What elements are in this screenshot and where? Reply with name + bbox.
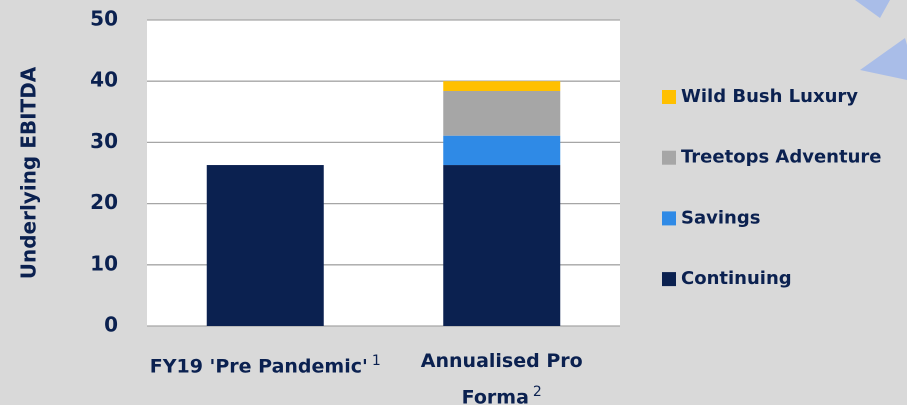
bar-segment [206, 165, 324, 326]
bar-segment [443, 165, 561, 326]
y-tick-label: 40 [90, 68, 118, 92]
category-label: FY19 'Pre Pandemic' [149, 355, 368, 378]
category-label: Annualised Pro Forma [420, 350, 583, 405]
legend-swatch [662, 150, 676, 165]
x-tick-label: FY19 'Pre Pandemic' 1 [145, 346, 385, 382]
decor-arrow [860, 38, 907, 80]
legend-swatch [662, 272, 676, 287]
legend-swatch [662, 90, 676, 104]
y-tick-label: 20 [90, 190, 118, 214]
footnote-marker: 2 [532, 384, 542, 400]
bar-segment [443, 90, 561, 136]
legend-label: Savings [681, 207, 760, 228]
y-tick-label: 30 [90, 129, 118, 153]
legend-label: Continuing [681, 268, 792, 289]
y-axis-label: Underlying EBITDA [17, 66, 41, 279]
y-tick-label: 10 [90, 251, 118, 275]
y-tick-label: 50 [90, 7, 118, 31]
legend-label: Wild Bush Luxury [681, 86, 858, 107]
decor-arrow [855, 0, 890, 18]
footnote-marker: 1 [371, 353, 381, 369]
legend-swatch [662, 211, 676, 226]
y-tick-label: 0 [104, 313, 118, 337]
bar-segment [443, 135, 561, 166]
x-tick-label: Annualised Pro Forma 2 [382, 346, 622, 405]
bar-segment [443, 81, 561, 91]
legend-label: Treetops Adventure [681, 147, 882, 168]
